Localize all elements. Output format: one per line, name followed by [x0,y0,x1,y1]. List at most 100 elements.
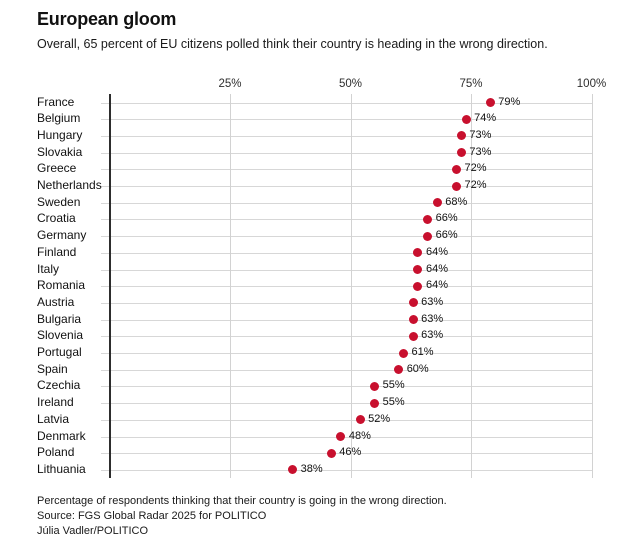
chart-title: European gloom [37,9,177,29]
data-point-dot [399,348,409,358]
row-gridline [101,119,592,121]
row-gridline [101,302,592,304]
data-point-dot [423,214,433,224]
value-label: 74% [474,112,497,125]
data-point-dot [408,298,418,308]
value-label: 63% [421,329,444,342]
value-label: 79% [498,95,521,108]
country-label: Italy [37,261,60,276]
value-label: 48% [348,429,371,442]
country-label: Austria [37,294,75,309]
country-label: Netherlands [37,178,102,192]
row-gridline [101,152,592,154]
country-label: Lithuania [37,461,86,476]
country-label: Hungary [37,127,83,142]
data-point-dot [456,131,466,141]
footer-credit: Júlia Vadler/POLITICO [37,525,149,537]
country-label: France [37,94,75,109]
data-point-dot [432,198,442,208]
value-label: 73% [469,128,492,141]
country-label: Ireland [37,395,74,410]
value-label: 66% [435,212,458,225]
data-point-dot [456,148,466,158]
data-point-dot [452,164,462,174]
row-gridline [101,419,592,421]
value-label: 63% [421,295,444,308]
footer-source: Source: FGS Global Radar 2025 for POLITI… [37,510,267,522]
x-gridline [591,94,593,478]
data-point-dot [288,465,298,475]
country-label: Portugal [37,345,82,359]
value-label: 55% [382,396,405,409]
row-gridline [101,219,592,221]
value-label: 46% [339,446,362,459]
row-gridline [101,269,592,271]
data-point-dot [408,331,418,341]
chart-subtitle: Overall, 65 percent of EU citizens polle… [37,37,548,51]
value-label: 61% [411,346,434,358]
country-label: Germany [37,228,87,243]
row-gridline [101,436,592,438]
value-label: 63% [421,312,444,325]
x-axis-tick-label: 100% [576,78,607,90]
x-axis-tick-label: 75% [459,78,483,90]
x-axis-tick-label: 25% [218,78,242,90]
row-gridline [101,202,592,204]
value-label: 64% [425,262,448,275]
x-gridline [350,94,352,478]
country-label: Greece [37,161,77,176]
value-label: 52% [368,412,391,425]
data-point-dot [355,415,365,425]
country-label: Slovakia [37,144,83,159]
row-gridline [101,319,592,321]
data-point-dot [485,98,495,107]
row-gridline [101,236,592,238]
value-label: 64% [425,279,448,292]
value-label: 64% [425,245,448,258]
country-label: Poland [37,445,75,460]
data-point-dot [452,181,462,191]
row-gridline [101,169,592,171]
row-gridline [101,336,592,338]
value-label: 72% [464,162,487,175]
data-point-dot [413,248,423,258]
data-point-dot [370,381,380,391]
data-point-dot [394,365,404,375]
row-gridline [101,135,592,137]
country-label: Denmark [37,428,86,443]
data-point-dot [326,448,336,458]
data-point-dot [413,281,423,291]
row-gridline [101,403,592,405]
row-gridline [101,369,592,371]
row-gridline [101,286,592,288]
country-label: Czechia [37,378,81,393]
country-label: Latvia [37,411,70,426]
country-label: Sweden [37,194,81,209]
x-axis-tick-label: 50% [338,78,363,90]
value-label: 60% [406,362,429,375]
value-label: 66% [435,229,458,242]
data-point-dot [370,398,380,408]
value-label: 55% [382,379,405,392]
value-label: 73% [469,145,492,158]
country-label: Belgium [37,111,81,126]
value-label: 38% [300,462,323,475]
value-label: 68% [445,195,468,208]
row-gridline [101,386,592,388]
data-point-dot [408,315,418,325]
row-gridline [101,252,592,254]
row-gridline [101,186,592,187]
footer-note: Percentage of respondents thinking that … [37,495,447,507]
data-point-dot [413,265,423,274]
country-label: Spain [37,361,68,376]
row-gridline [101,453,592,455]
chart-footer: Percentage of respondents thinking that … [37,494,447,539]
data-point-dot [336,432,346,441]
x-gridline [471,94,472,478]
country-label: Romania [37,278,86,293]
row-gridline [101,469,592,471]
country-label: Finland [37,244,77,259]
value-label: 72% [464,179,487,191]
